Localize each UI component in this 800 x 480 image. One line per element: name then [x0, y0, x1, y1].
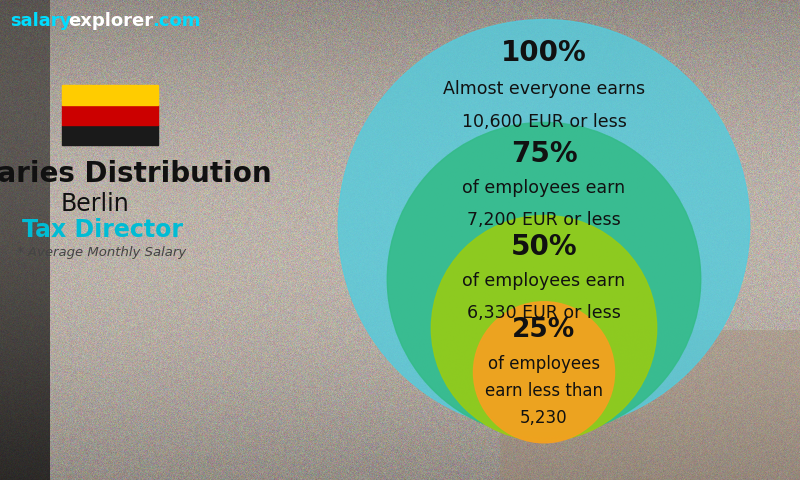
Text: Almost everyone earns: Almost everyone earns	[443, 80, 645, 98]
Circle shape	[431, 216, 657, 441]
Text: of employees: of employees	[488, 355, 600, 372]
Text: Berlin: Berlin	[61, 192, 130, 216]
Text: 7,200 EUR or less: 7,200 EUR or less	[467, 211, 621, 228]
Text: 6,330 EUR or less: 6,330 EUR or less	[467, 304, 621, 322]
Text: Tax Director: Tax Director	[22, 218, 182, 242]
Text: Salaries Distribution: Salaries Distribution	[0, 160, 271, 188]
Text: salary: salary	[10, 12, 71, 30]
Text: of employees earn: of employees earn	[462, 179, 626, 197]
Bar	[62, 125, 158, 145]
Text: 100%: 100%	[501, 39, 587, 67]
Circle shape	[474, 302, 614, 443]
Bar	[62, 85, 158, 105]
Text: explorer: explorer	[68, 12, 153, 30]
Text: 10,600 EUR or less: 10,600 EUR or less	[462, 113, 626, 131]
Bar	[62, 105, 158, 125]
Text: 75%: 75%	[510, 140, 578, 168]
Text: .com: .com	[152, 12, 201, 30]
Text: 50%: 50%	[510, 233, 578, 261]
Text: earn less than: earn less than	[485, 382, 603, 400]
Text: 25%: 25%	[512, 317, 576, 343]
Text: of employees earn: of employees earn	[462, 272, 626, 290]
Text: 5,230: 5,230	[520, 409, 568, 428]
Circle shape	[338, 20, 750, 431]
Text: * Average Monthly Salary: * Average Monthly Salary	[18, 246, 186, 259]
Circle shape	[387, 122, 701, 436]
